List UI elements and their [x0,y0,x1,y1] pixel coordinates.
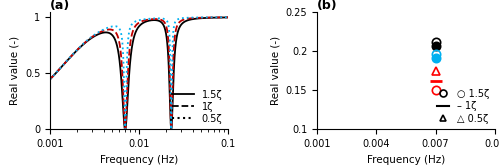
1ζ [56,69,62,71]
Line: 1.5ζ: 1.5ζ [50,17,228,130]
1.5ζ [129,47,135,49]
0.5ζ [134,20,140,22]
0.5ζ [168,128,174,130]
1ζ [220,16,226,18]
Text: (a): (a) [50,0,70,12]
Legend: 1.5ζ, 1ζ, 0.5ζ: 1.5ζ, 1ζ, 0.5ζ [168,86,226,127]
0.5ζ [187,17,193,19]
X-axis label: Frequency (Hz): Frequency (Hz) [367,155,445,165]
0.5ζ [56,69,62,71]
0.5ζ [225,16,231,18]
0.5ζ [47,78,53,80]
Y-axis label: Real value (-): Real value (-) [270,36,280,105]
0.5ζ [129,23,135,25]
1ζ [134,24,140,26]
1.5ζ [134,29,140,31]
1.5ζ [220,16,226,18]
1.5ζ [225,16,231,18]
Line: 0.5ζ: 0.5ζ [50,17,228,129]
X-axis label: Frequency (Hz): Frequency (Hz) [100,155,178,165]
Y-axis label: Real value (-): Real value (-) [10,36,20,105]
1.5ζ [56,69,62,71]
0.5ζ [220,16,226,18]
0.5ζ [220,16,226,18]
1ζ [129,33,135,35]
1ζ [225,16,231,18]
1.5ζ [168,129,174,131]
1.5ζ [47,78,53,80]
Text: (b): (b) [317,0,338,12]
1ζ [220,16,226,18]
Legend: ○ 1.5ζ, – 1ζ, △ 0.5ζ: ○ 1.5ζ, – 1ζ, △ 0.5ζ [434,85,493,127]
1.5ζ [187,19,193,21]
1ζ [122,128,128,130]
1ζ [47,78,53,80]
Line: 1ζ: 1ζ [50,17,228,129]
1.5ζ [220,16,226,18]
1ζ [187,17,193,19]
